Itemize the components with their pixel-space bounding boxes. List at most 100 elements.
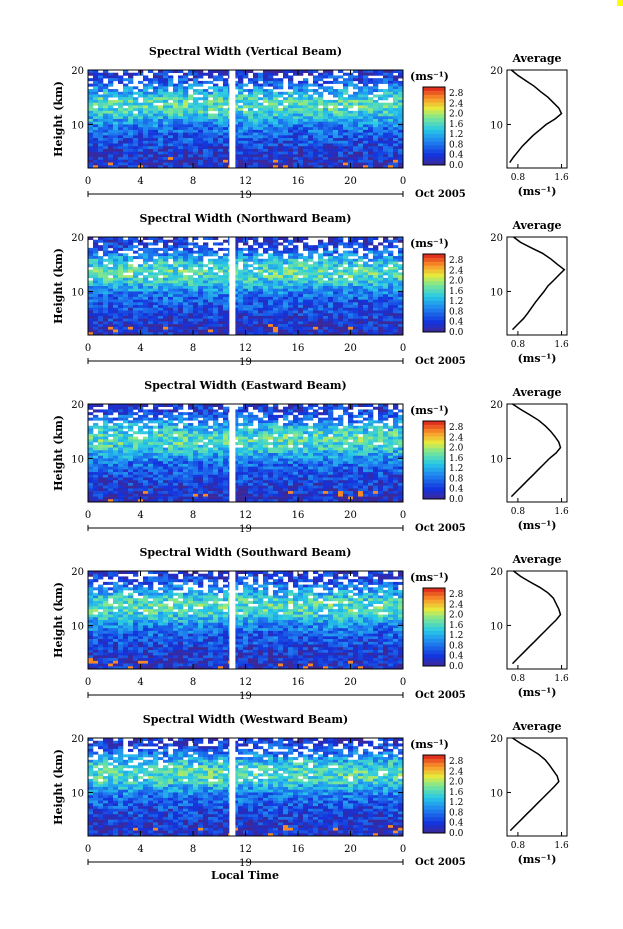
heatmap-cell — [318, 277, 324, 281]
heatmap-cell — [293, 127, 299, 131]
heatmap-cell — [258, 302, 264, 306]
heatmap-cell — [93, 463, 99, 467]
heatmap-cell — [138, 80, 144, 84]
heatmap-cell — [353, 151, 359, 155]
heatmap-cell — [233, 250, 239, 254]
heatmap-cell — [373, 275, 379, 279]
heatmap-cell — [163, 91, 169, 95]
heatmap-cell — [288, 97, 294, 101]
heatmap-cell — [138, 302, 144, 306]
heatmap-cell — [138, 453, 144, 457]
heatmap-cell — [178, 496, 184, 500]
heatmap-cell — [293, 97, 299, 101]
heatmap-cell — [268, 94, 274, 98]
profile-frame — [506, 69, 568, 169]
colorbar-swatch — [423, 324, 445, 329]
heatmap-cell — [268, 129, 274, 133]
heatmap-cell — [168, 83, 174, 87]
heatmap-cell — [233, 140, 239, 144]
heatmap-cell — [98, 294, 104, 298]
heatmap-cell — [123, 280, 129, 284]
heatmap-cell — [378, 253, 384, 257]
heatmap-cell — [188, 425, 194, 429]
heatmap-cell — [193, 455, 199, 459]
heatmap-cell — [153, 261, 159, 265]
heatmap-cell — [208, 113, 214, 117]
heatmap-cell — [248, 269, 254, 273]
heatmap-cell — [168, 286, 174, 290]
heatmap-cell — [158, 442, 164, 446]
heatmap-cell — [183, 474, 189, 478]
heatmap-cell — [148, 269, 154, 273]
heatmap-cell — [368, 288, 374, 292]
colorbar-swatch — [423, 312, 445, 317]
heatmap-cell — [163, 119, 169, 123]
heatmap-cell — [333, 245, 339, 249]
heatmap-cell — [128, 469, 134, 473]
heatmap-cell — [223, 148, 229, 152]
heatmap-cell — [133, 439, 139, 443]
heatmap-cell — [103, 332, 109, 336]
heatmap-cell — [378, 78, 384, 82]
heatmap-cell — [153, 488, 159, 492]
heatmap-cell — [128, 86, 134, 90]
heatmap-cell — [303, 286, 309, 290]
heatmap-cell — [268, 148, 274, 152]
heatmap-cell — [183, 294, 189, 298]
heatmap-cell — [348, 275, 354, 279]
heatmap-cell — [233, 83, 239, 87]
heatmap-cell — [173, 113, 179, 117]
heatmap-cell — [353, 307, 359, 311]
heatmap-cell — [88, 296, 94, 300]
heatmap-cell — [218, 159, 224, 163]
profile-title: Average — [511, 52, 561, 65]
heatmap-cell — [283, 138, 289, 142]
heatmap-cell — [378, 275, 384, 279]
heatmap-cell — [328, 165, 334, 169]
heatmap-cell — [273, 121, 279, 125]
heatmap-cell — [343, 315, 349, 319]
heatmap-cell — [93, 154, 99, 158]
heatmap-cell — [218, 129, 224, 133]
heatmap-cell — [93, 256, 99, 260]
heatmap-cell — [183, 99, 189, 103]
heatmap-cell — [368, 269, 374, 273]
heatmap-cell — [333, 162, 339, 166]
heatmap-cell — [163, 496, 169, 500]
heatmap-cell — [243, 280, 249, 284]
heatmap-cell — [113, 488, 119, 492]
heatmap-cell — [133, 477, 139, 481]
heatmap-cell — [293, 239, 299, 243]
heatmap-cell — [368, 315, 374, 319]
heatmap-cell — [383, 162, 389, 166]
heatmap-cell — [353, 261, 359, 265]
heatmap-cell — [348, 119, 354, 123]
heatmap-cell — [268, 72, 274, 76]
heatmap-cell — [273, 315, 279, 319]
heatmap-cell — [113, 444, 119, 448]
heatmap-cell — [238, 256, 244, 260]
heatmap-cell — [153, 258, 159, 262]
heatmap-cell — [183, 110, 189, 114]
heatmap-cell — [108, 472, 114, 476]
heatmap-cell — [298, 135, 304, 139]
heatmap-cell — [88, 455, 94, 459]
heatmap-cell — [383, 108, 389, 112]
heatmap-cell — [318, 116, 324, 120]
heatmap-cell — [133, 121, 139, 125]
heatmap-cell — [118, 154, 124, 158]
heatmap-cell — [248, 119, 254, 123]
heatmap-cell — [313, 105, 319, 109]
heatmap-cell — [143, 99, 149, 103]
heatmap-cell — [253, 277, 259, 281]
data-gap — [229, 70, 236, 168]
heatmap-cell — [243, 305, 249, 309]
heatmap-cell — [198, 332, 204, 336]
heatmap-cell — [388, 94, 394, 98]
heatmap-cell — [173, 428, 179, 432]
heatmap-cell — [188, 157, 194, 161]
heatmap-cell — [243, 105, 249, 109]
heatmap-cell — [108, 258, 114, 262]
heatmap-cell — [98, 280, 104, 284]
heatmap-cell — [143, 132, 149, 136]
